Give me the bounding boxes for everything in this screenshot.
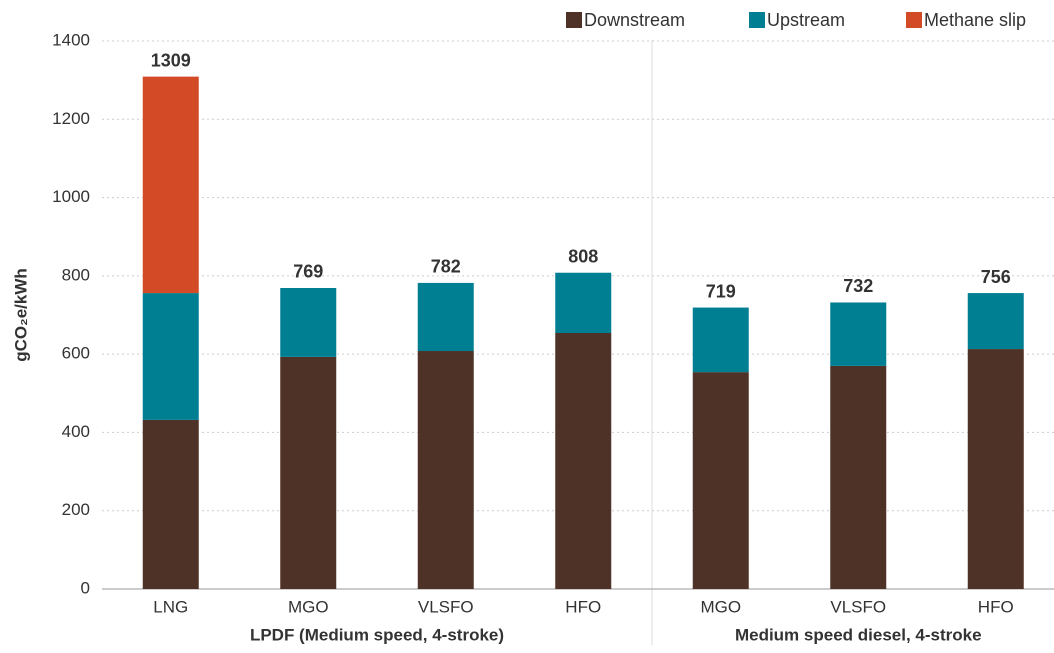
legend-swatch	[906, 12, 922, 28]
group-label: LPDF (Medium speed, 4-stroke)	[250, 625, 504, 644]
value-label: 769	[293, 262, 323, 282]
bar-segment	[967, 349, 1024, 589]
x-tick-label: MGO	[700, 597, 741, 616]
legend-label: Downstream	[584, 10, 685, 30]
y-tick-label: 0	[81, 578, 90, 597]
y-tick-label: 200	[62, 500, 90, 519]
bar-segment	[692, 372, 749, 589]
legend-swatch	[749, 12, 765, 28]
y-tick-label: 400	[62, 422, 90, 441]
value-label: 1309	[151, 50, 191, 70]
y-tick-label: 1000	[52, 187, 90, 206]
x-tick-label: VLSFO	[418, 597, 474, 616]
y-tick-label: 1200	[52, 109, 90, 128]
bar-segment	[280, 287, 337, 357]
y-tick-label: 600	[62, 344, 90, 363]
value-label: 732	[843, 276, 873, 296]
bar-segment	[830, 302, 887, 366]
y-axis-label: gCO₂e/kWh	[11, 268, 30, 362]
bar-segment	[555, 333, 612, 589]
x-tick-label: MGO	[288, 597, 329, 616]
value-label: 756	[981, 267, 1011, 287]
x-tick-label: LNG	[153, 597, 188, 616]
value-label: 782	[431, 257, 461, 277]
value-label: 808	[568, 246, 598, 266]
legend-label: Methane slip	[924, 10, 1026, 30]
group-label: Medium speed diesel, 4-stroke	[735, 625, 982, 644]
bar-segment	[555, 272, 612, 334]
x-tick-label: HFO	[978, 597, 1014, 616]
x-tick-label: VLSFO	[830, 597, 886, 616]
bar-segment	[142, 293, 199, 420]
y-tick-label: 1400	[52, 30, 90, 49]
y-tick-label: 800	[62, 265, 90, 284]
bar-segment	[830, 365, 887, 589]
legend-swatch	[566, 12, 582, 28]
bar-segment	[280, 356, 337, 589]
bar-segment	[967, 293, 1024, 350]
legend-label: Upstream	[767, 10, 845, 30]
bar-segment	[417, 351, 474, 589]
bar-segment	[692, 307, 749, 373]
value-label: 719	[706, 281, 736, 301]
bar-segment	[417, 282, 474, 352]
x-tick-label: HFO	[565, 597, 601, 616]
bar-segment	[142, 76, 199, 294]
bar-segment	[142, 419, 199, 589]
